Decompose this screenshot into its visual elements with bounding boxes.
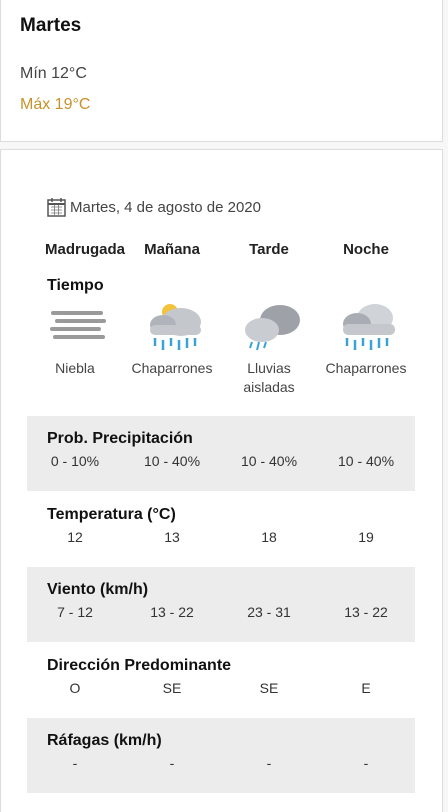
row-title: Prob. Precipitación [47,430,193,447]
max-temp: Máx 19°C [20,96,91,113]
row-value: 12 [67,528,83,545]
row-background [27,492,415,567]
row-value: - [363,755,369,771]
row-value: SE [162,679,182,696]
row-value: SE [259,679,279,696]
row-background [27,416,415,491]
row-value: 10 - 40% [240,453,298,469]
condition-label: Niebla [55,360,95,376]
row-background [27,718,415,793]
row-value: 13 [164,528,180,545]
row-value: 13 - 22 [150,604,194,620]
showers-icon [150,304,201,350]
min-temp: Mín 12°C [20,65,87,82]
condition-label: Chaparrones [131,360,213,376]
row-title: Dirección Predominante [47,656,232,674]
row-value: E [361,679,371,696]
period-header: Madrugada [44,241,126,258]
fog-icon [50,311,106,339]
condition-label: Lluvias aisladas [243,360,295,395]
summary-card [0,0,443,142]
section-title: Tiempo [47,277,104,294]
row-background [27,643,415,718]
row-value: - [266,755,272,771]
condition-label: Chaparrones [325,360,407,376]
isolated-rain-icon [245,305,300,351]
calendar-icon [47,198,66,217]
period-header: Tarde [249,241,289,258]
period-header: Noche [343,241,389,258]
row-value: 0 - 10% [50,453,100,469]
row-value: 7 - 12 [57,604,93,620]
period-header: Mañana [144,241,200,258]
day-title: Martes [20,15,82,36]
row-value: - [72,755,78,771]
showers-icon [343,304,395,350]
row-value: 19 [358,528,374,545]
row-value: 10 - 40% [143,453,201,469]
row-value: 18 [261,528,277,545]
row-title: Temperatura (°C) [47,505,176,523]
date: Martes, 4 de agosto de 2020 [70,199,261,216]
row-title: Ráfagas (km/h) [47,732,162,749]
row-background [27,567,415,642]
row-value: 13 - 22 [344,604,388,620]
row-value: 10 - 40% [337,453,395,469]
row-title: Viento (km/h) [47,581,149,598]
row-value: 23 - 31 [247,604,291,620]
row-value: - [169,755,175,771]
row-value: O [69,679,81,696]
